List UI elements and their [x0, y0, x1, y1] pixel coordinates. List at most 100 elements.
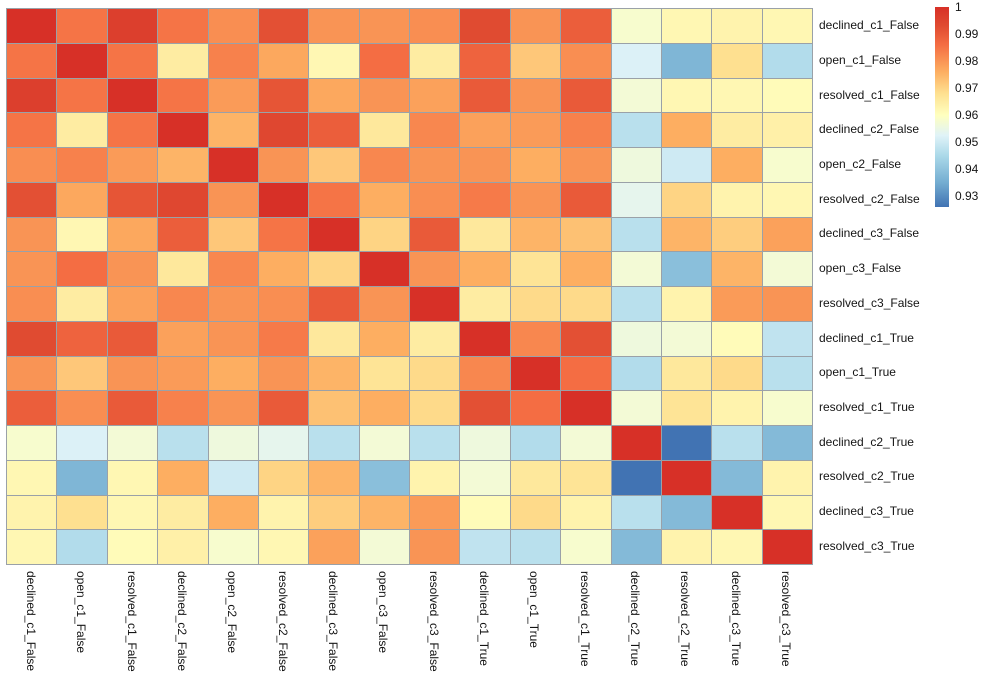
heatmap-cell-r0-c0: [7, 9, 57, 43]
heatmap-cell-r14-c14: [712, 495, 762, 530]
heatmap-cell-r9-c9: [460, 321, 510, 356]
heatmap-cell-r10-c9: [460, 356, 510, 391]
heatmap-cell-r15-c0: [7, 530, 57, 564]
heatmap-cell-r5-c3: [158, 182, 208, 217]
heatmap-cell-r6-c14: [712, 217, 762, 252]
heatmap-cell-r2-c10: [510, 78, 561, 113]
heatmap-cell-r14-c12: [611, 495, 661, 530]
heatmap-cell-r8-c4: [208, 287, 258, 321]
heatmap-cell-r12-c6: [309, 426, 359, 460]
heatmap-cell-r2-c7: [359, 78, 409, 113]
heatmap-cell-r7-c2: [107, 252, 158, 286]
heatmap-cell-r15-c12: [611, 530, 661, 564]
x-axis-label-text: resolved_c1_True: [577, 571, 592, 667]
colorbar-tick-0.95: 0.95: [955, 135, 979, 150]
heatmap-cell-r12-c15: [762, 426, 812, 460]
heatmap-cell-r9-c15: [762, 321, 812, 356]
x-axis-label-text: open_c2_False: [225, 571, 240, 654]
x-axis-label-text: declined_c2_False: [175, 571, 190, 672]
heatmap-cell-r11-c11: [561, 391, 611, 425]
heatmap-cell-r1-c12: [611, 43, 661, 78]
heatmap-cell-r0-c8: [410, 9, 460, 43]
heatmap-cell-r6-c1: [57, 217, 107, 252]
y-axis-label-open_c1_False: open_c1_False: [819, 53, 902, 68]
heatmap-cell-r0-c13: [661, 9, 712, 43]
heatmap-cell-r10-c10: [510, 356, 561, 391]
heatmap-cell-r7-c13: [661, 252, 712, 286]
heatmap-cell-r8-c1: [57, 287, 107, 321]
heatmap-cell-r8-c12: [611, 287, 661, 321]
heatmap-cell-r0-c3: [158, 9, 208, 43]
heatmap-cell-r6-c8: [410, 217, 460, 252]
heatmap-cell-r14-c9: [460, 495, 510, 530]
colorbar-tick-0.94: 0.94: [955, 162, 979, 177]
heatmap-cell-r3-c0: [7, 113, 57, 147]
heatmap-cell-r12-c3: [158, 426, 208, 460]
y-axis-label-resolved_c3_False: resolved_c3_False: [819, 295, 920, 310]
heatmap-cell-r4-c13: [661, 148, 712, 182]
heatmap-cell-r4-c10: [510, 148, 561, 182]
heatmap-cell-r10-c8: [410, 356, 460, 391]
heatmap-cell-r3-c8: [410, 113, 460, 147]
x-axis-label-text: resolved_c2_True: [678, 571, 693, 667]
x-axis-label-text: declined_c2_True: [627, 571, 642, 666]
x-axis-label-text: resolved_c3_False: [426, 571, 441, 672]
heatmap-cell-r6-c0: [7, 217, 57, 252]
heatmap-cell-r10-c3: [158, 356, 208, 391]
heatmap-cell-r7-c12: [611, 252, 661, 286]
heatmap-cell-r7-c15: [762, 252, 812, 286]
colorbar-tick-0.93: 0.93: [955, 189, 979, 204]
heatmap-cell-r8-c11: [561, 287, 611, 321]
heatmap-cell-r6-c5: [258, 217, 309, 252]
heatmap-cell-r3-c15: [762, 113, 812, 147]
heatmap-cell-r5-c15: [762, 182, 812, 217]
heatmap-cell-r2-c5: [258, 78, 309, 113]
heatmap-cell-r5-c9: [460, 182, 510, 217]
heatmap-cell-r1-c8: [410, 43, 460, 78]
heatmap-cell-r6-c7: [359, 217, 409, 252]
heatmap-cell-r10-c6: [309, 356, 359, 391]
heatmap-cell-r12-c9: [460, 426, 510, 460]
y-axis-label-resolved_c3_True: resolved_c3_True: [819, 538, 915, 553]
heatmap-cell-r5-c10: [510, 182, 561, 217]
heatmap-cell-r9-c6: [309, 321, 359, 356]
heatmap-cell-r12-c2: [107, 426, 158, 460]
heatmap-cell-r6-c11: [561, 217, 611, 252]
heatmap-cell-r12-c7: [359, 426, 409, 460]
heatmap-cell-r0-c14: [712, 9, 762, 43]
x-axis-label-text: declined_c1_True: [476, 571, 491, 666]
heatmap-cell-r14-c4: [208, 495, 258, 530]
heatmap-cell-r15-c6: [309, 530, 359, 564]
heatmap-cell-r13-c4: [208, 460, 258, 495]
heatmap-cell-r12-c0: [7, 426, 57, 460]
x-axis-label-text: open_c3_False: [376, 571, 391, 654]
heatmap-cell-r13-c14: [712, 460, 762, 495]
heatmap-cell-r2-c15: [762, 78, 812, 113]
heatmap-cell-r15-c3: [158, 530, 208, 564]
x-axis-label-text: declined_c3_False: [326, 571, 341, 672]
heatmap-cell-r4-c15: [762, 148, 812, 182]
heatmap-cell-r2-c14: [712, 78, 762, 113]
heatmap-cell-r15-c13: [661, 530, 712, 564]
heatmap-cell-r12-c13: [661, 426, 712, 460]
heatmap-cell-r9-c3: [158, 321, 208, 356]
y-axis-label-declined_c3_True: declined_c3_True: [819, 503, 914, 518]
heatmap-cell-r9-c5: [258, 321, 309, 356]
heatmap-cell-r8-c0: [7, 287, 57, 321]
heatmap-cell-r9-c7: [359, 321, 409, 356]
heatmap-cell-r14-c6: [309, 495, 359, 530]
x-axis-label-text: resolved_c2_False: [275, 571, 290, 672]
heatmap-cell-r11-c3: [158, 391, 208, 425]
heatmap-cell-r12-c12: [611, 426, 661, 460]
heatmap-cell-r1-c3: [158, 43, 208, 78]
heatmap-cell-r4-c11: [561, 148, 611, 182]
heatmap-cell-r11-c1: [57, 391, 107, 425]
heatmap-cell-r11-c13: [661, 391, 712, 425]
heatmap-cell-r4-c0: [7, 148, 57, 182]
heatmap-cell-r9-c14: [712, 321, 762, 356]
heatmap-cell-r6-c13: [661, 217, 712, 252]
heatmap-cell-r12-c10: [510, 426, 561, 460]
heatmap-cell-r5-c12: [611, 182, 661, 217]
heatmap-cell-r7-c11: [561, 252, 611, 286]
heatmap-cell-r0-c7: [359, 9, 409, 43]
